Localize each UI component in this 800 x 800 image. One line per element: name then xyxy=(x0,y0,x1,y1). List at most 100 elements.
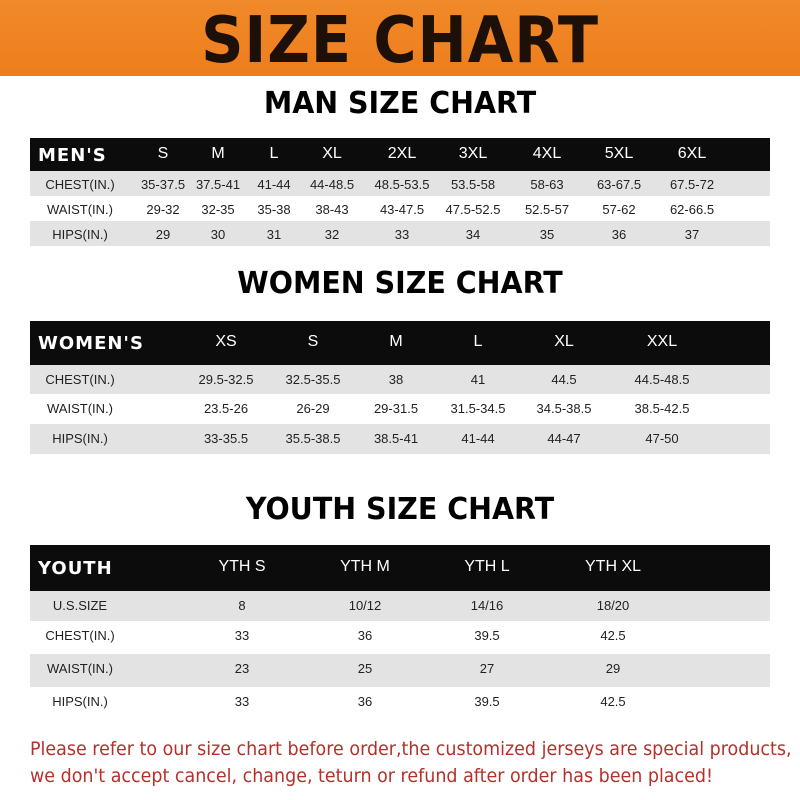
measurement-cell: 38.5-42.5 xyxy=(634,401,690,416)
measurement-cell: 58-63 xyxy=(530,177,564,192)
women-section-title: WOMEN SIZE CHART xyxy=(237,266,563,301)
disclaimer-line-2: we don't accept cancel, change, teturn o… xyxy=(30,765,713,787)
measurement-cell: 63-67.5 xyxy=(596,177,642,192)
row-label: HIPS(IN.) xyxy=(52,227,108,242)
size-header: YTH XL xyxy=(584,558,642,575)
measurement-cell: 29-32 xyxy=(146,202,180,217)
measurement-cell: 41-44 xyxy=(257,177,291,192)
measurement-cell: 10/12 xyxy=(348,598,382,613)
measurement-cell: 53.5-58 xyxy=(450,177,496,192)
banner-title: SIZE CHART xyxy=(201,4,599,78)
disclaimer: Please refer to our size chart before or… xyxy=(30,736,792,790)
measurement-cell: 48.5-53.5 xyxy=(374,177,430,192)
table-row: CHEST(IN.) 29.5-32.5 32.5-35.5 38 41 44.5 44.5… xyxy=(30,365,770,394)
measurement-cell: 32 xyxy=(324,227,340,242)
table-header-row: WOMEN'S XS S M L XL XXL xyxy=(30,321,770,365)
men-header-label: MEN'S xyxy=(38,145,107,166)
size-header: M xyxy=(211,145,225,162)
measurement-cell: 37.5-41 xyxy=(195,177,241,192)
women-size-table: WOMEN'S XS S M L XL XXL CHEST(IN.) 29.5-32.5 32.5… xyxy=(30,321,770,454)
measurement-cell: 35 xyxy=(539,227,555,242)
size-header: 5XL xyxy=(604,145,634,162)
table-row: U.S.SIZE 8 10/12 14/16 18/20 xyxy=(30,591,770,621)
row-label: HIPS(IN.) xyxy=(52,694,108,709)
row-label: CHEST(IN.) xyxy=(45,372,115,387)
measurement-cell: 35-38 xyxy=(257,202,291,217)
measurement-cell: 30 xyxy=(210,227,226,242)
size-header: S xyxy=(307,333,319,350)
youth-size-table: YOUTH YTH S YTH M YTH L YTH XL U.S.SIZE 8 10/12… xyxy=(30,545,770,717)
measurement-cell: 44.5-48.5 xyxy=(634,372,690,387)
measurement-cell: 39.5 xyxy=(474,628,500,643)
table-row: HIPS(IN.) 33-35.5 35.5-38.5 38.5-41 41-44 44-… xyxy=(30,424,770,454)
measurement-cell: 38-43 xyxy=(315,202,349,217)
measurement-cell: 29.5-32.5 xyxy=(198,372,254,387)
size-header: XXL xyxy=(646,333,678,350)
row-label: CHEST(IN.) xyxy=(45,628,115,643)
measurement-cell: 25 xyxy=(357,661,373,676)
size-header: XL xyxy=(322,145,342,162)
table-header-row: MEN'S S M L XL 2XL 3XL 4XL 5XL 6XL xyxy=(30,138,770,171)
measurement-cell: 33 xyxy=(394,227,410,242)
table-row: HIPS(IN.) 33 36 39.5 42.5 xyxy=(30,687,770,717)
table-header-row: YOUTH YTH S YTH M YTH L YTH XL xyxy=(30,545,770,591)
table-row: CHEST(IN.) 33 36 39.5 42.5 xyxy=(30,621,770,654)
measurement-cell: 29-31.5 xyxy=(373,401,419,416)
row-label: WAIST(IN.) xyxy=(47,202,113,217)
measurement-cell: 26-29 xyxy=(296,401,330,416)
measurement-cell: 23 xyxy=(234,661,250,676)
measurement-cell: 47.5-52.5 xyxy=(445,202,501,217)
measurement-cell: 31.5-34.5 xyxy=(450,401,506,416)
measurement-cell: 41 xyxy=(470,372,486,387)
measurement-cell: 32-35 xyxy=(201,202,235,217)
row-label: CHEST(IN.) xyxy=(45,177,115,192)
table-row: HIPS(IN.) 29 30 31 32 33 34 35 36 37 xyxy=(30,221,770,246)
measurement-cell: 18/20 xyxy=(596,598,630,613)
measurement-cell: 29 xyxy=(605,661,621,676)
youth-header-label: YOUTH xyxy=(38,558,113,579)
row-label: WAIST(IN.) xyxy=(47,661,113,676)
measurement-cell: 8 xyxy=(238,598,246,613)
row-label: HIPS(IN.) xyxy=(52,431,108,446)
size-header: 3XL xyxy=(458,145,488,162)
measurement-cell: 35-37.5 xyxy=(140,177,186,192)
measurement-cell: 34 xyxy=(465,227,481,242)
size-header: YTH M xyxy=(340,558,390,575)
measurement-cell: 37 xyxy=(684,227,700,242)
measurement-cell: 41-44 xyxy=(461,431,495,446)
measurement-cell: 14/16 xyxy=(470,598,504,613)
measurement-cell: 47-50 xyxy=(645,431,679,446)
measurement-cell: 27 xyxy=(479,661,495,676)
size-header: 2XL xyxy=(387,145,417,162)
measurement-cell: 29 xyxy=(155,227,171,242)
measurement-cell: 39.5 xyxy=(474,694,500,709)
size-header: XS xyxy=(215,333,237,350)
youth-section-title: YOUTH SIZE CHART xyxy=(245,492,555,527)
measurement-cell: 42.5 xyxy=(600,628,626,643)
measurement-cell: 34.5-38.5 xyxy=(536,401,592,416)
size-header: XL xyxy=(554,333,574,350)
disclaimer-line-1: Please refer to our size chart before or… xyxy=(30,738,792,760)
table-row: WAIST(IN.) 23.5-26 26-29 29-31.5 31.5-34.5 34… xyxy=(30,394,770,424)
measurement-cell: 43-47.5 xyxy=(379,202,425,217)
table-row: CHEST(IN.) 35-37.5 37.5-41 41-44 44-48.5 48.5… xyxy=(30,171,770,196)
measurement-cell: 38 xyxy=(388,372,404,387)
size-header: YTH S xyxy=(218,558,266,575)
table-row: WAIST(IN.) 23 25 27 29 xyxy=(30,654,770,687)
measurement-cell: 44.5 xyxy=(551,372,577,387)
measurement-cell: 38.5-41 xyxy=(373,431,419,446)
measurement-cell: 44-48.5 xyxy=(309,177,355,192)
women-header-label: WOMEN'S xyxy=(38,333,144,354)
measurement-cell: 44-47 xyxy=(547,431,581,446)
measurement-cell: 35.5-38.5 xyxy=(285,431,341,446)
row-label: U.S.SIZE xyxy=(52,598,108,613)
measurement-cell: 57-62 xyxy=(602,202,636,217)
size-header: L xyxy=(473,333,483,350)
size-header: 6XL xyxy=(677,145,707,162)
size-header: M xyxy=(389,333,403,350)
size-header: YTH L xyxy=(464,558,510,575)
measurement-cell: 33 xyxy=(234,628,250,643)
measurement-cell: 52.5-57 xyxy=(524,202,570,217)
measurement-cell: 23.5-26 xyxy=(203,401,249,416)
men-section-title: MAN SIZE CHART xyxy=(263,86,537,121)
